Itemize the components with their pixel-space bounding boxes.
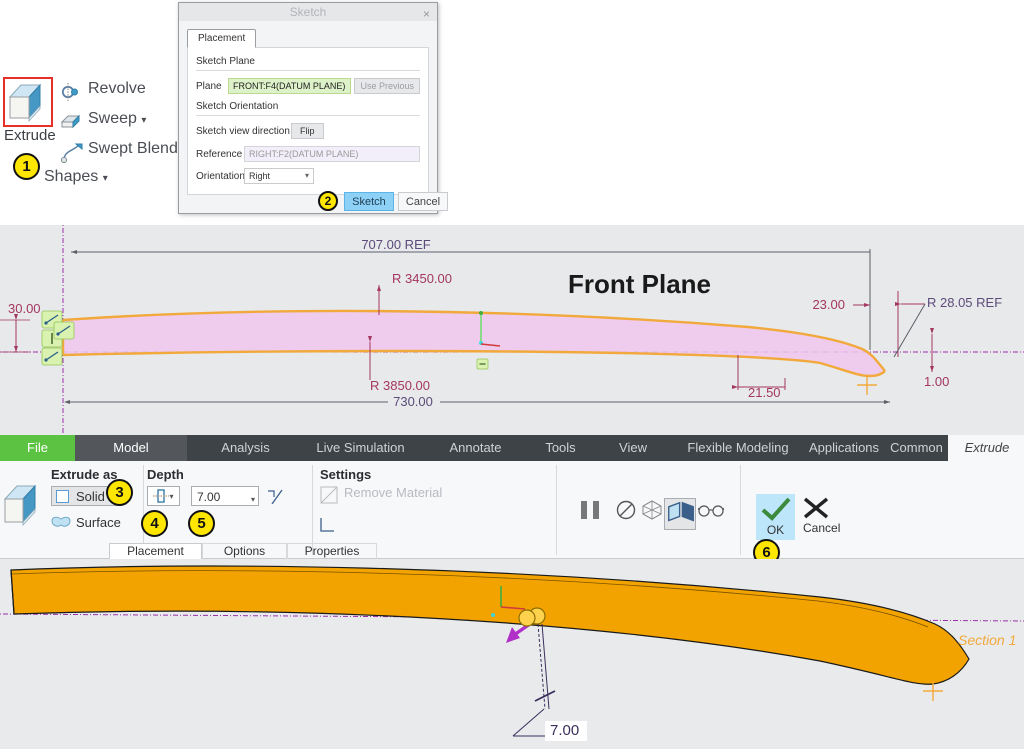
- svg-text:30.00: 30.00: [8, 301, 41, 316]
- svg-text:23.00: 23.00: [812, 297, 845, 312]
- svg-text:R 28.05 REF: R 28.05 REF: [927, 295, 1002, 310]
- svg-text:21.50: 21.50: [748, 385, 781, 400]
- svg-text:R 3850.00: R 3850.00: [370, 378, 430, 393]
- svg-text:R 3450.00: R 3450.00: [392, 271, 452, 286]
- svg-text:1.00: 1.00: [924, 374, 949, 389]
- svg-text:707.00 REF: 707.00 REF: [361, 237, 430, 252]
- svg-text:7.00: 7.00: [550, 722, 579, 739]
- svg-text:730.00: 730.00: [393, 394, 433, 409]
- svg-text:Section 1: Section 1: [958, 632, 1016, 648]
- svg-text:Front Plane: Front Plane: [568, 269, 711, 299]
